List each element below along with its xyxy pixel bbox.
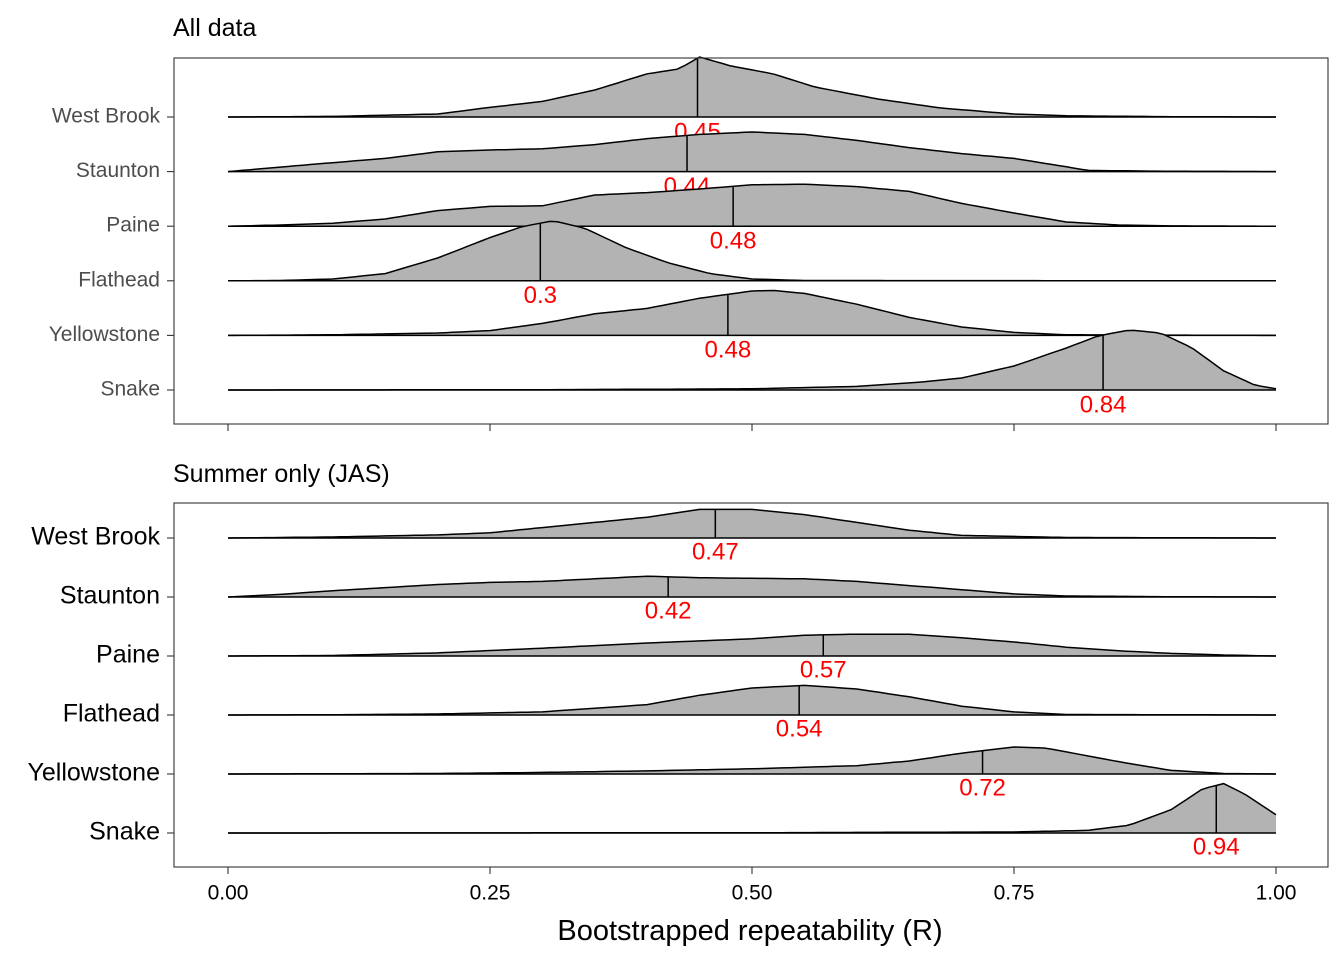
x-tick-label: 0.25 (470, 882, 511, 905)
panel-title-all-data: All data (173, 14, 256, 42)
density-area-yellowstone (228, 747, 1276, 774)
y-tick-label-flathead: Flathead (78, 268, 160, 291)
ridge-summer-only-snake: 0.94 (228, 782, 1277, 860)
median-label-paine: 0.57 (800, 656, 847, 683)
density-area-paine (228, 634, 1276, 656)
density-outline-staunton (227, 575, 1276, 598)
density-area-yellowstone (228, 290, 1276, 336)
density-outline-snake (228, 782, 1277, 834)
density-area-paine (228, 184, 1276, 227)
ridge-all-data-paine: 0.48 (227, 183, 1276, 255)
ridges-all-data: 0.450.440.480.30.480.84 (227, 56, 1277, 418)
y-tick-label-flathead: Flathead (63, 700, 160, 728)
y-tick-label-yellowstone: Yellowstone (49, 323, 160, 346)
ridge-all-data-flathead: 0.3 (228, 220, 1276, 309)
density-outline-staunton (227, 131, 1276, 173)
y-tick-label-west-brook: West Brook (52, 105, 161, 128)
x-axis-label: Bootstrapped repeatability (R) (557, 915, 942, 947)
y-tick-label-yellowstone: Yellowstone (27, 759, 160, 787)
ridge-summer-only-paine: 0.57 (228, 633, 1277, 683)
ridge-summer-only-staunton: 0.42 (227, 575, 1276, 624)
y-tick-label-paine: Paine (96, 641, 160, 669)
x-tick-label: 0.75 (994, 882, 1035, 905)
x-ticks-all-data (227, 424, 1277, 431)
x-axis-summer-only: 0.00 0.25 0.50 0.75 1.00 (208, 867, 1297, 905)
median-label-snake: 0.94 (1193, 833, 1240, 860)
y-tick-label-west-brook: West Brook (31, 523, 160, 551)
panel-summer-only: Summer only (JAS) 0.470.420.570.540.720.… (27, 460, 1329, 905)
x-tick-label: 1.00 (1256, 882, 1297, 905)
y-tick-label-snake: Snake (89, 818, 160, 846)
density-outline-paine (227, 183, 1276, 227)
x-tick-label: 0.50 (732, 882, 773, 905)
density-area-west-brook (228, 57, 1276, 117)
ridge-summer-only-west-brook: 0.47 (227, 508, 1276, 565)
density-area-staunton (228, 576, 1276, 597)
panel-frame-all-data (173, 57, 1329, 425)
median-label-flathead: 0.54 (776, 715, 823, 742)
median-label-flathead: 0.3 (524, 282, 557, 309)
density-area-staunton (228, 132, 1276, 172)
density-outline-west-brook (228, 56, 1276, 118)
panel-title-summer-only: Summer only (JAS) (173, 460, 390, 488)
y-tick-label-paine: Paine (106, 214, 160, 237)
median-label-west-brook: 0.47 (692, 538, 739, 565)
density-area-snake (228, 783, 1276, 833)
y-axis-all-data: West Brook Staunton Paine Flathead Yellowsto… (49, 105, 174, 401)
ridge-summer-only-yellowstone: 0.72 (228, 746, 1277, 801)
median-label-staunton: 0.42 (645, 597, 692, 624)
median-label-yellowstone: 0.72 (959, 774, 1006, 801)
density-area-west-brook (228, 509, 1276, 538)
density-area-flathead (228, 685, 1276, 715)
panel-all-data: All data 0.450.440.480.30.480.84 West Br… (49, 14, 1329, 431)
median-label-snake: 0.84 (1080, 391, 1127, 418)
ridge-summer-only-flathead: 0.54 (228, 684, 1276, 742)
y-tick-label-snake: Snake (100, 378, 160, 401)
panel-frame-summer-only (173, 502, 1329, 868)
median-label-yellowstone: 0.48 (705, 337, 752, 364)
ridge-all-data-snake: 0.84 (228, 329, 1277, 418)
density-area-snake (228, 330, 1276, 390)
density-area-flathead (228, 221, 1276, 281)
y-axis-summer-only: West Brook Staunton Paine Flathead Yellowsto… (27, 523, 174, 846)
ridges-summer-only: 0.47 0.42 0.57 0.54 0.72 0.94 (227, 508, 1277, 860)
x-tick-label: 0.00 (208, 882, 249, 905)
median-label-paine: 0.48 (710, 228, 757, 255)
density-outline-paine (228, 633, 1277, 657)
y-tick-label-staunton: Staunton (60, 582, 160, 610)
y-tick-label-staunton: Staunton (76, 159, 160, 182)
